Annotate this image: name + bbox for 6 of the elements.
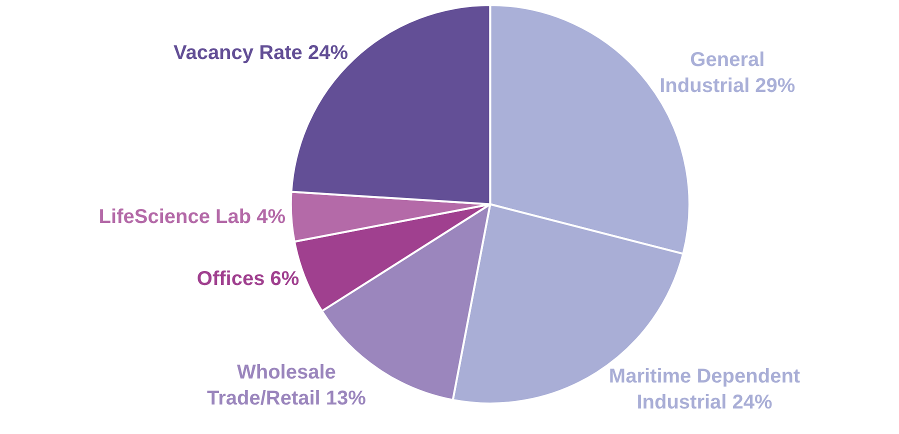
slice-label: LifeScience Lab 4% bbox=[98, 206, 286, 228]
slice-label: General Industrial 29% bbox=[660, 49, 796, 98]
slice-label: Maritime Dependent Industrial 24% bbox=[608, 366, 800, 414]
slice-label: Offices 6% bbox=[196, 268, 300, 290]
slice-label: Wholesale Trade/Retail 13% bbox=[206, 362, 366, 410]
slice-label: Vacancy Rate 24% bbox=[173, 42, 348, 64]
